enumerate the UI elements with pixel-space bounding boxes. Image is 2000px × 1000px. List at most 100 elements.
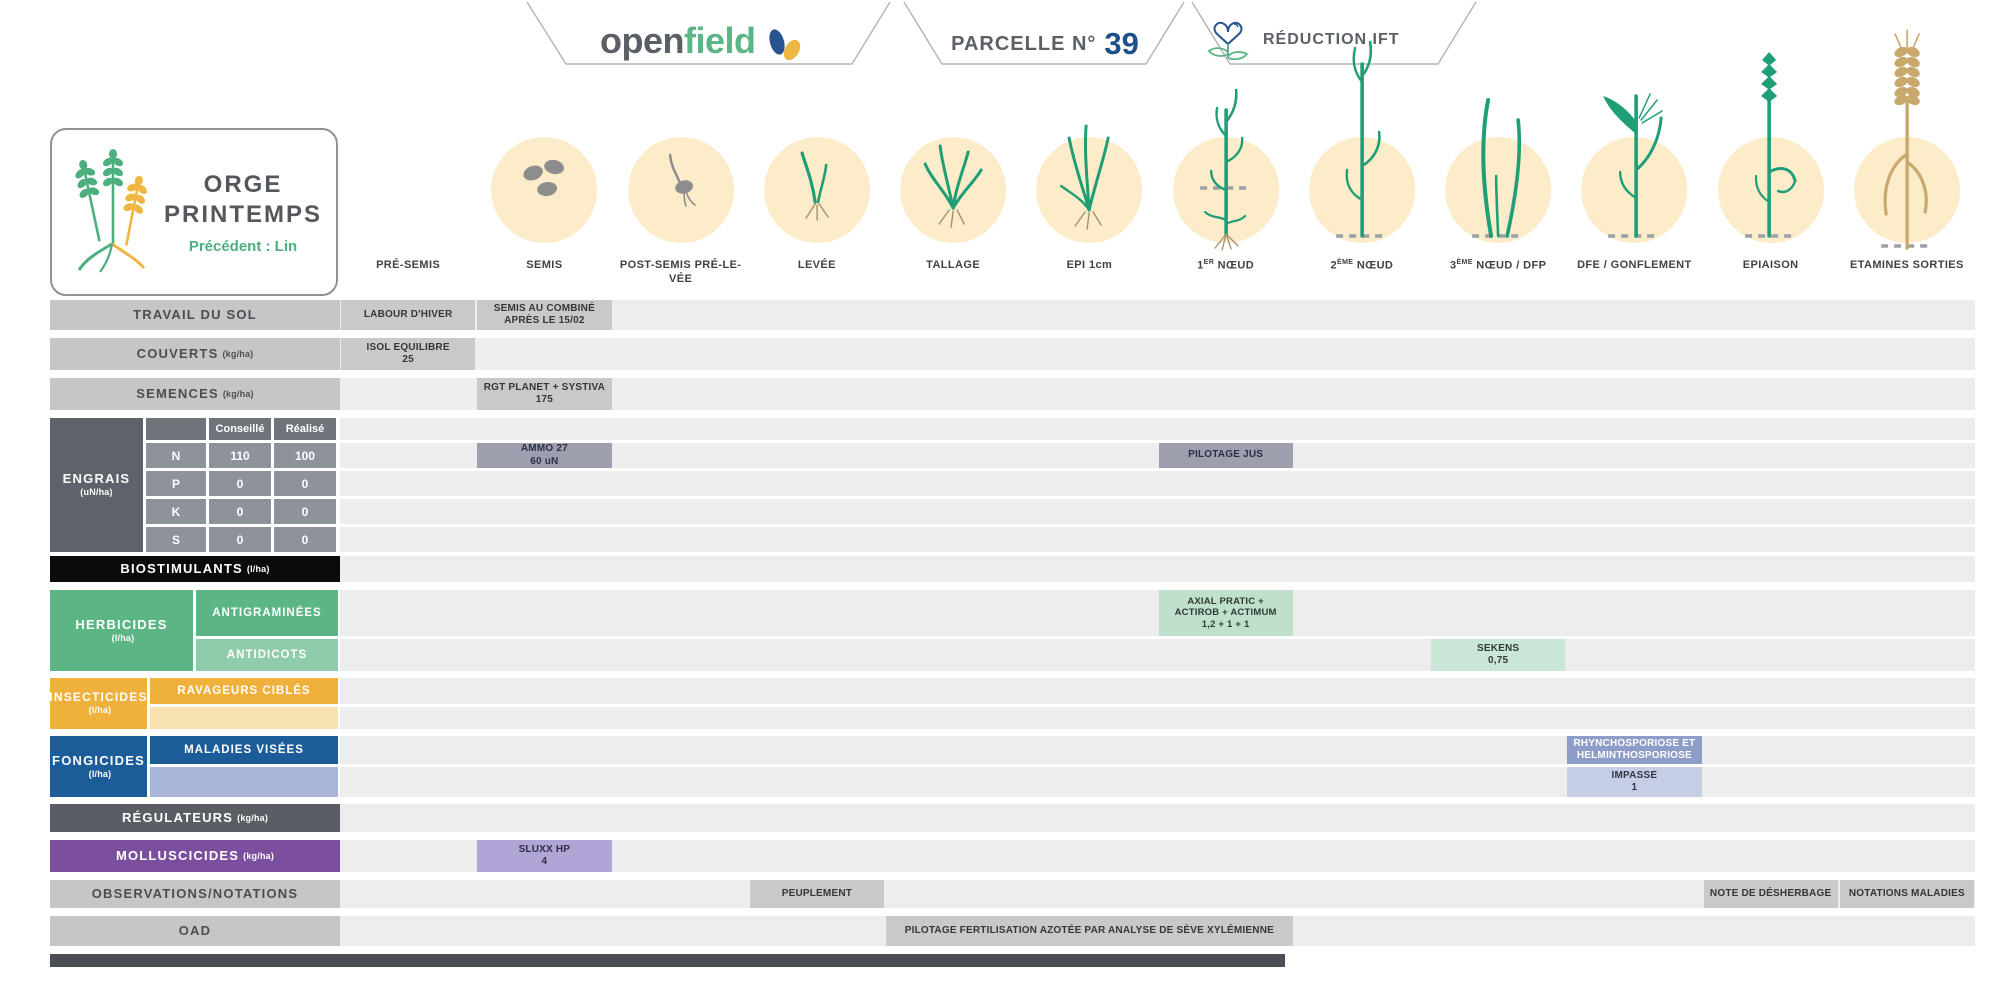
insecticides-strip-0 — [340, 678, 1975, 704]
reduction-label: RÉDUCTION IFT — [1263, 31, 1400, 48]
header-banner — [526, 1, 1477, 65]
openfield-logo: open field — [600, 18, 900, 64]
stage-label-10: EPIAISON — [1742, 259, 1799, 271]
nutrient-conseille: 0 — [209, 471, 271, 496]
stage-label-1: SEMIS — [526, 259, 563, 271]
crop-previous: Précédent : Lin — [188, 237, 298, 255]
nutrient-realise: 100 — [274, 443, 336, 468]
crop-title: ORGE PRINTEMPS — [163, 170, 322, 228]
treatment-cell: SEKENS 0,75 — [1431, 639, 1566, 671]
nutrient-name: N — [146, 443, 206, 468]
nutrient-conseille: 0 — [209, 499, 271, 524]
crop-card-text: ORGE PRINTEMPS Précédent : Lin — [158, 170, 328, 255]
semences-strip — [340, 378, 1975, 410]
stage-label-7: 2ÈME NŒUD — [1330, 259, 1394, 272]
engrais-header-blank — [146, 418, 206, 440]
parcelle-label: PARCELLE N° — [951, 32, 1097, 55]
row-label-molluscicides: MOLLUSCICIDES (kg/ha) — [50, 840, 340, 872]
row-label-oad: OAD — [50, 916, 340, 946]
treatment-cell: AXIAL PRATIC + ACTIROB + ACTIMUM 1,2 + 1 +… — [1158, 590, 1293, 636]
nutrient-name: P — [146, 471, 206, 496]
engrais-strip-N — [340, 443, 1975, 468]
fongicides-strip-0 — [340, 736, 1975, 764]
stage-label-6: 1ER NŒUD — [1197, 259, 1255, 272]
sub-label-herbicides-0: ANTIGRAMINÉES — [196, 590, 338, 636]
row-label-herbicides: HERBICIDES (l/ha) — [50, 590, 193, 671]
stage-icon-node-2 — [1308, 40, 1415, 243]
stage-icon-mature-ear — [1853, 29, 1960, 250]
treatment-cell: LABOUR D'HIVER — [341, 300, 476, 330]
sub-label-insecticides-0: RAVAGEURS CIBLÉS — [150, 678, 338, 704]
sub-label-herbicides-1: ANTIDICOTS — [196, 639, 338, 671]
stage-label-4: TALLAGE — [926, 259, 981, 271]
stage-label-3: LEVÉE — [797, 259, 836, 271]
heart-plant-icon — [1207, 21, 1249, 61]
couverts-strip — [340, 338, 1975, 370]
stage-icon-epi-1cm — [1036, 124, 1143, 243]
nutrient-realise: 0 — [274, 527, 336, 552]
nutrient-name: K — [146, 499, 206, 524]
stage-label-2: POST-SEMIS PRÉ-LE-VÉE — [619, 259, 742, 286]
treatment-cell: PEUPLEMENT — [749, 880, 884, 908]
treatment-cell: ISOL EQUILIBRE 25 — [341, 338, 476, 370]
footer-bar — [50, 954, 1285, 967]
stage-label-5: EPI 1cm — [1066, 259, 1113, 271]
row-label-travail: TRAVAIL DU SOL — [50, 300, 340, 330]
engrais-col-header: Réalisé — [274, 418, 336, 440]
row-label-insecticides: INSECTICIDES (l/ha) — [49, 678, 147, 729]
engrais-strip-P — [340, 471, 1975, 496]
nutrient-realise: 0 — [274, 471, 336, 496]
treatment-cell: PILOTAGE JUS — [1158, 443, 1293, 468]
row-label-semences: SEMENCES (kg/ha) — [50, 378, 340, 410]
herbicides-strip-1 — [340, 639, 1975, 671]
nutrient-conseille: 110 — [209, 443, 271, 468]
leaf-mark-icon — [768, 29, 800, 61]
row-label-regulateurs: RÉGULATEURS (kg/ha) — [50, 804, 340, 832]
stage-icon-node-1 — [1172, 88, 1279, 251]
herbicides-strip-0 — [340, 590, 1975, 636]
engrais-col-header: Conseillé — [209, 418, 271, 440]
stage-icon-germination — [627, 137, 734, 243]
stage-icon-seeds — [491, 137, 598, 243]
row-label-engrais: ENGRAIS (uN/ha) — [50, 418, 143, 552]
parcelle-header: PARCELLE N° 39 — [930, 24, 1160, 64]
engrais-strip-K — [340, 499, 1975, 524]
stage-icon-heading — [1717, 52, 1824, 243]
row-label-observations: OBSERVATIONS/NOTATIONS — [50, 880, 340, 908]
treatment-cell: NOTATIONS MALADIES — [1839, 880, 1974, 908]
row-label-fongicides: FONGICIDES (l/ha) — [50, 736, 147, 797]
stage-icon-node-3 — [1445, 98, 1552, 243]
stage-label-11: ETAMINES SORTIES — [1849, 259, 1964, 271]
nutrient-realise: 0 — [274, 499, 336, 524]
logo-text-field: field — [684, 20, 756, 61]
stage-icon-sprout — [763, 137, 870, 243]
stage-icon-flag-leaf — [1581, 93, 1688, 243]
crop-card: ORGE PRINTEMPS Précédent : Lin — [50, 128, 338, 296]
travail-strip — [340, 300, 1975, 330]
wheat-icon — [75, 149, 147, 273]
logo-text-open: open — [600, 20, 685, 61]
reduction-ift-header: RÉDUCTION IFT — [1205, 12, 1445, 68]
regulateurs-strip — [340, 804, 1975, 832]
stage-icon-tillering — [900, 137, 1007, 243]
parcelle-number: 39 — [1104, 26, 1139, 61]
engrais-strip-S — [340, 527, 1975, 552]
nutrient-conseille: 0 — [209, 527, 271, 552]
row-label-couverts: COUVERTS (kg/ha) — [50, 338, 340, 370]
treatment-cell: SEMIS AU COMBINÉ APRÈS LE 15/02 — [477, 300, 612, 330]
treatment-cell: IMPASSE 1 — [1567, 767, 1702, 797]
observations-strip — [340, 880, 1975, 908]
engrais-header-strip — [340, 418, 1975, 440]
treatment-cell: RHYNCHOSPORIOSE ET HELMINTHOSPORIOSE — [1567, 736, 1702, 764]
treatment-cell: AMMO 27 60 uN — [477, 443, 612, 468]
biostimulants-strip — [340, 556, 1975, 582]
treatment-cell: PILOTAGE FERTILISATION AZOTÉE PAR ANALYS… — [886, 916, 1293, 946]
stage-label-9: DFE / GONFLEMENT — [1577, 259, 1692, 271]
fongicides-strip-1 — [340, 767, 1975, 797]
sub-label-fongicides-0: MALADIES VISÉES — [150, 736, 338, 764]
treatment-cell: NOTE DE DÉSHERBAGE — [1703, 880, 1838, 908]
treatment-cell: RGT PLANET + SYSTIVA 175 — [477, 378, 612, 410]
insecticides-strip-1 — [340, 707, 1975, 729]
sub-label-insecticides-1 — [150, 707, 338, 729]
